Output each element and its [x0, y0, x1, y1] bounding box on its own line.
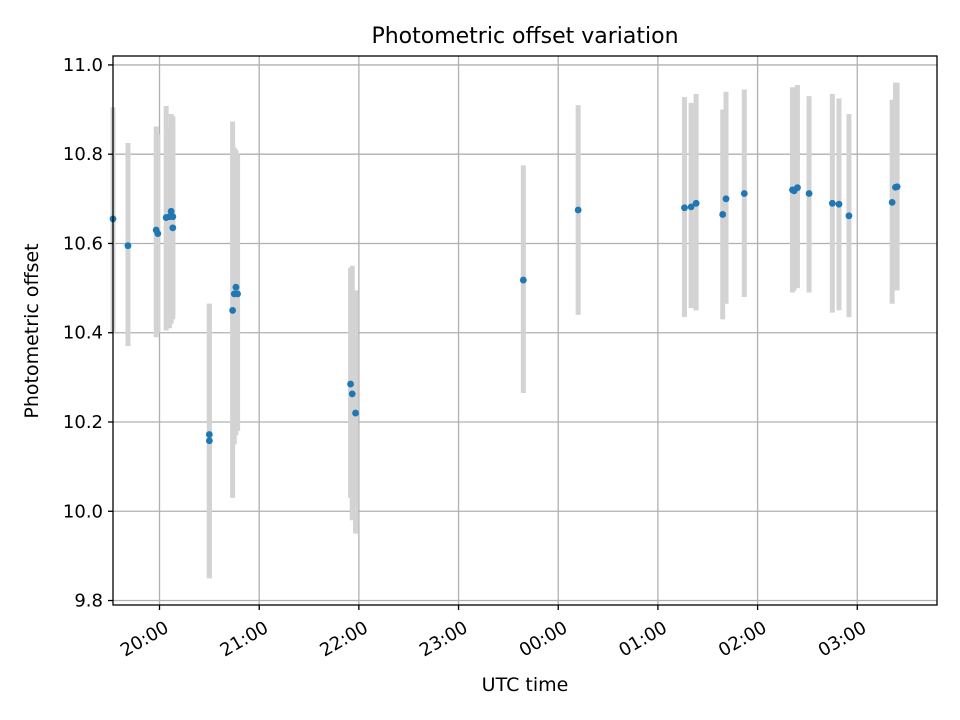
- data-point: [888, 199, 896, 206]
- data-point: [722, 195, 730, 203]
- data-point: [234, 290, 241, 298]
- data-point: [692, 199, 700, 207]
- data-point: [805, 190, 813, 197]
- data-point: [519, 276, 527, 284]
- data-point: [845, 212, 853, 220]
- data-point: [124, 242, 132, 250]
- y-tick-label: 10.4: [63, 323, 103, 344]
- y-axis-label: Photometric offset: [21, 243, 43, 418]
- data-point: [232, 283, 240, 291]
- y-tick-label: 10.8: [63, 144, 103, 165]
- y-tick-label: 11.0: [63, 55, 103, 76]
- data-point: [719, 211, 727, 218]
- data-point: [574, 206, 582, 214]
- plot-frame: [112, 55, 938, 606]
- data-point: [348, 390, 356, 398]
- x-axis-label: UTC time: [482, 674, 569, 696]
- data-point: [167, 207, 175, 215]
- y-tick-label: 10.6: [63, 233, 103, 254]
- data-point: [828, 199, 836, 207]
- data-point: [154, 230, 162, 238]
- data-point: [352, 409, 359, 417]
- data-point: [169, 213, 177, 221]
- data-point: [205, 437, 213, 445]
- data-point: [347, 380, 354, 388]
- data-point: [169, 224, 177, 232]
- data-point: [229, 307, 237, 314]
- y-tick-label: 9.8: [74, 591, 103, 612]
- data-point: [681, 204, 688, 212]
- y-tick-label: 10.2: [63, 412, 103, 433]
- y-tick-label: 10.0: [63, 501, 103, 522]
- data-point: [740, 190, 748, 197]
- chart-title: Photometric offset variation: [371, 24, 678, 49]
- data-point: [835, 200, 843, 208]
- y-axis-ticks: 9.8 10.0 10.2 10.4 10.6 10.8 11.0: [63, 55, 113, 612]
- data-point: [687, 203, 695, 211]
- data-point: [205, 431, 213, 438]
- data-point: [893, 183, 901, 191]
- data-point: [794, 184, 801, 192]
- data-points: [109, 183, 901, 445]
